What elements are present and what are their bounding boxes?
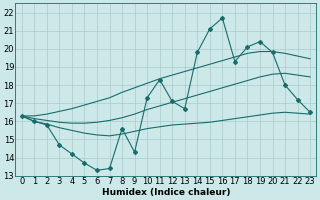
X-axis label: Humidex (Indice chaleur): Humidex (Indice chaleur) [102, 188, 230, 197]
